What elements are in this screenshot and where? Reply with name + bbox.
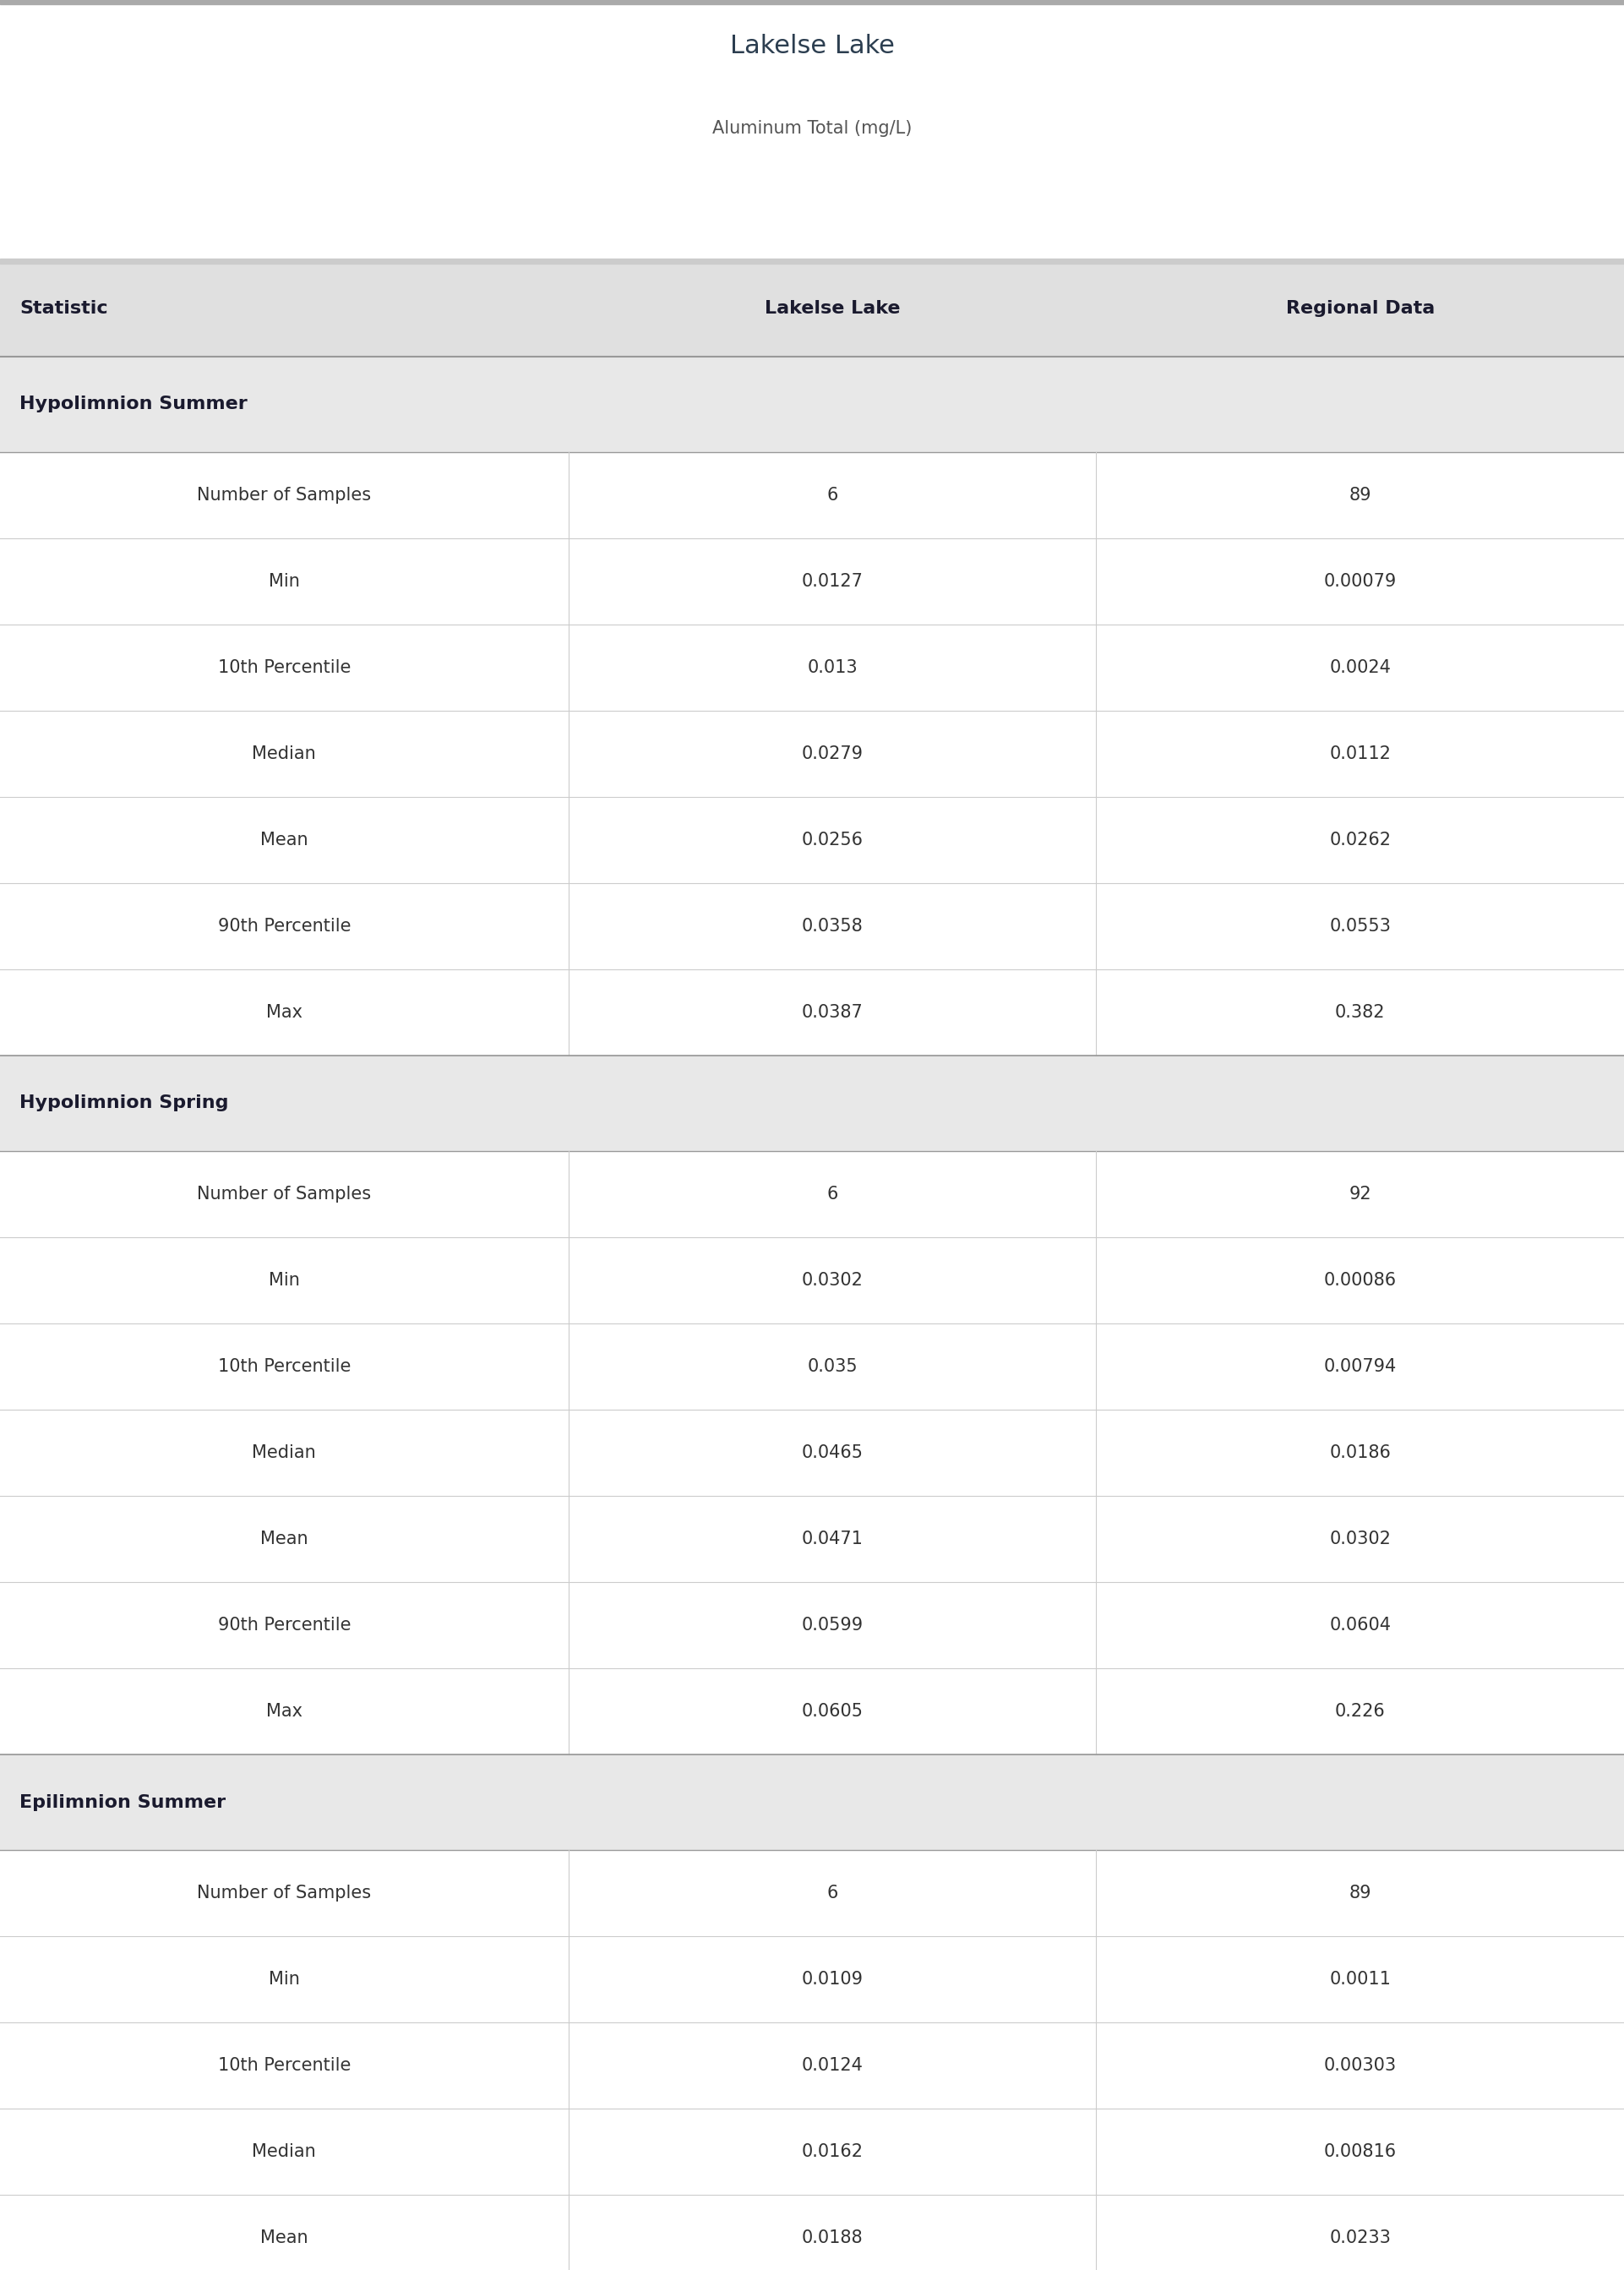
Bar [0,883,1624,969]
Bar [0,261,1624,356]
Text: 0.0024: 0.0024 [1330,658,1390,676]
Text: 0.0358: 0.0358 [802,917,862,935]
Bar [0,624,1624,711]
Text: 6: 6 [827,486,838,504]
Text: 0.0186: 0.0186 [1330,1444,1390,1462]
Text: Median: Median [252,745,317,763]
Bar [0,1755,1624,1850]
Bar [0,259,1624,263]
Text: Max: Max [266,1702,302,1721]
Text: 0.0279: 0.0279 [802,745,862,763]
Bar [0,1936,1624,2023]
Bar [0,969,1624,1056]
Text: 0.0127: 0.0127 [802,572,862,590]
Text: 0.0465: 0.0465 [802,1444,862,1462]
Text: Mean: Mean [260,2229,309,2247]
Bar [0,538,1624,624]
Text: 90th Percentile: 90th Percentile [218,1616,351,1634]
Text: 0.0262: 0.0262 [1330,831,1390,849]
Bar [0,711,1624,797]
Text: Min: Min [268,1970,300,1989]
Bar [0,1056,1624,1151]
Text: 0.0471: 0.0471 [802,1530,862,1548]
Text: 0.0604: 0.0604 [1330,1616,1390,1634]
Text: Mean: Mean [260,1530,309,1548]
Text: Lakelse Lake: Lakelse Lake [729,34,895,59]
Text: Number of Samples: Number of Samples [197,1185,372,1203]
Bar [0,356,1624,452]
Text: 6: 6 [827,1185,838,1203]
Bar [0,1237,1624,1323]
Text: 10th Percentile: 10th Percentile [218,2057,351,2075]
Text: 0.0112: 0.0112 [1330,745,1390,763]
Text: 0.00303: 0.00303 [1324,2057,1397,2075]
Text: 0.0011: 0.0011 [1330,1970,1390,1989]
Bar [0,0,1624,5]
Text: 0.0599: 0.0599 [801,1616,864,1634]
Text: Regional Data: Regional Data [1286,300,1434,318]
Text: 0.0302: 0.0302 [1330,1530,1390,1548]
Text: Hypolimnion Summer: Hypolimnion Summer [19,395,247,413]
Text: Median: Median [252,1444,317,1462]
Bar [0,1496,1624,1582]
Bar [0,2023,1624,2109]
Text: Max: Max [266,1003,302,1022]
Text: Aluminum Total (mg/L): Aluminum Total (mg/L) [713,120,911,136]
Text: 0.226: 0.226 [1335,1702,1385,1721]
Bar [0,797,1624,883]
Text: 0.0256: 0.0256 [802,831,862,849]
Text: Number of Samples: Number of Samples [197,486,372,504]
Bar [0,1410,1624,1496]
Text: 10th Percentile: 10th Percentile [218,658,351,676]
Text: Statistic: Statistic [19,300,107,318]
Text: Number of Samples: Number of Samples [197,1884,372,1902]
Text: 0.00086: 0.00086 [1324,1271,1397,1289]
Text: 0.00794: 0.00794 [1324,1357,1397,1376]
Text: Min: Min [268,572,300,590]
Bar [0,1668,1624,1755]
Bar [0,1151,1624,1237]
Text: 89: 89 [1350,1884,1371,1902]
Text: 0.382: 0.382 [1335,1003,1385,1022]
Text: 0.013: 0.013 [807,658,857,676]
Text: Median: Median [252,2143,317,2161]
Text: 10th Percentile: 10th Percentile [218,1357,351,1376]
Text: 0.0605: 0.0605 [802,1702,862,1721]
Text: 90th Percentile: 90th Percentile [218,917,351,935]
Text: 0.0124: 0.0124 [802,2057,862,2075]
Text: 6: 6 [827,1884,838,1902]
Text: 0.035: 0.035 [807,1357,857,1376]
Text: Epilimnion Summer: Epilimnion Summer [19,1793,226,1811]
Text: 0.0188: 0.0188 [802,2229,862,2247]
Text: 0.0387: 0.0387 [802,1003,862,1022]
Bar [0,1850,1624,1936]
Bar [0,1582,1624,1668]
Text: 0.0109: 0.0109 [802,1970,862,1989]
Bar [0,2195,1624,2270]
Bar [0,1323,1624,1410]
Text: 0.0162: 0.0162 [802,2143,862,2161]
Text: 89: 89 [1350,486,1371,504]
Text: 0.00079: 0.00079 [1324,572,1397,590]
Text: Min: Min [268,1271,300,1289]
Text: Mean: Mean [260,831,309,849]
Text: 0.0233: 0.0233 [1330,2229,1390,2247]
Text: 0.0553: 0.0553 [1330,917,1390,935]
Text: Lakelse Lake: Lakelse Lake [765,300,900,318]
Bar [0,2109,1624,2195]
Text: 92: 92 [1350,1185,1371,1203]
Text: 0.0302: 0.0302 [802,1271,862,1289]
Text: 0.00816: 0.00816 [1324,2143,1397,2161]
Text: Hypolimnion Spring: Hypolimnion Spring [19,1094,229,1112]
Bar [0,452,1624,538]
